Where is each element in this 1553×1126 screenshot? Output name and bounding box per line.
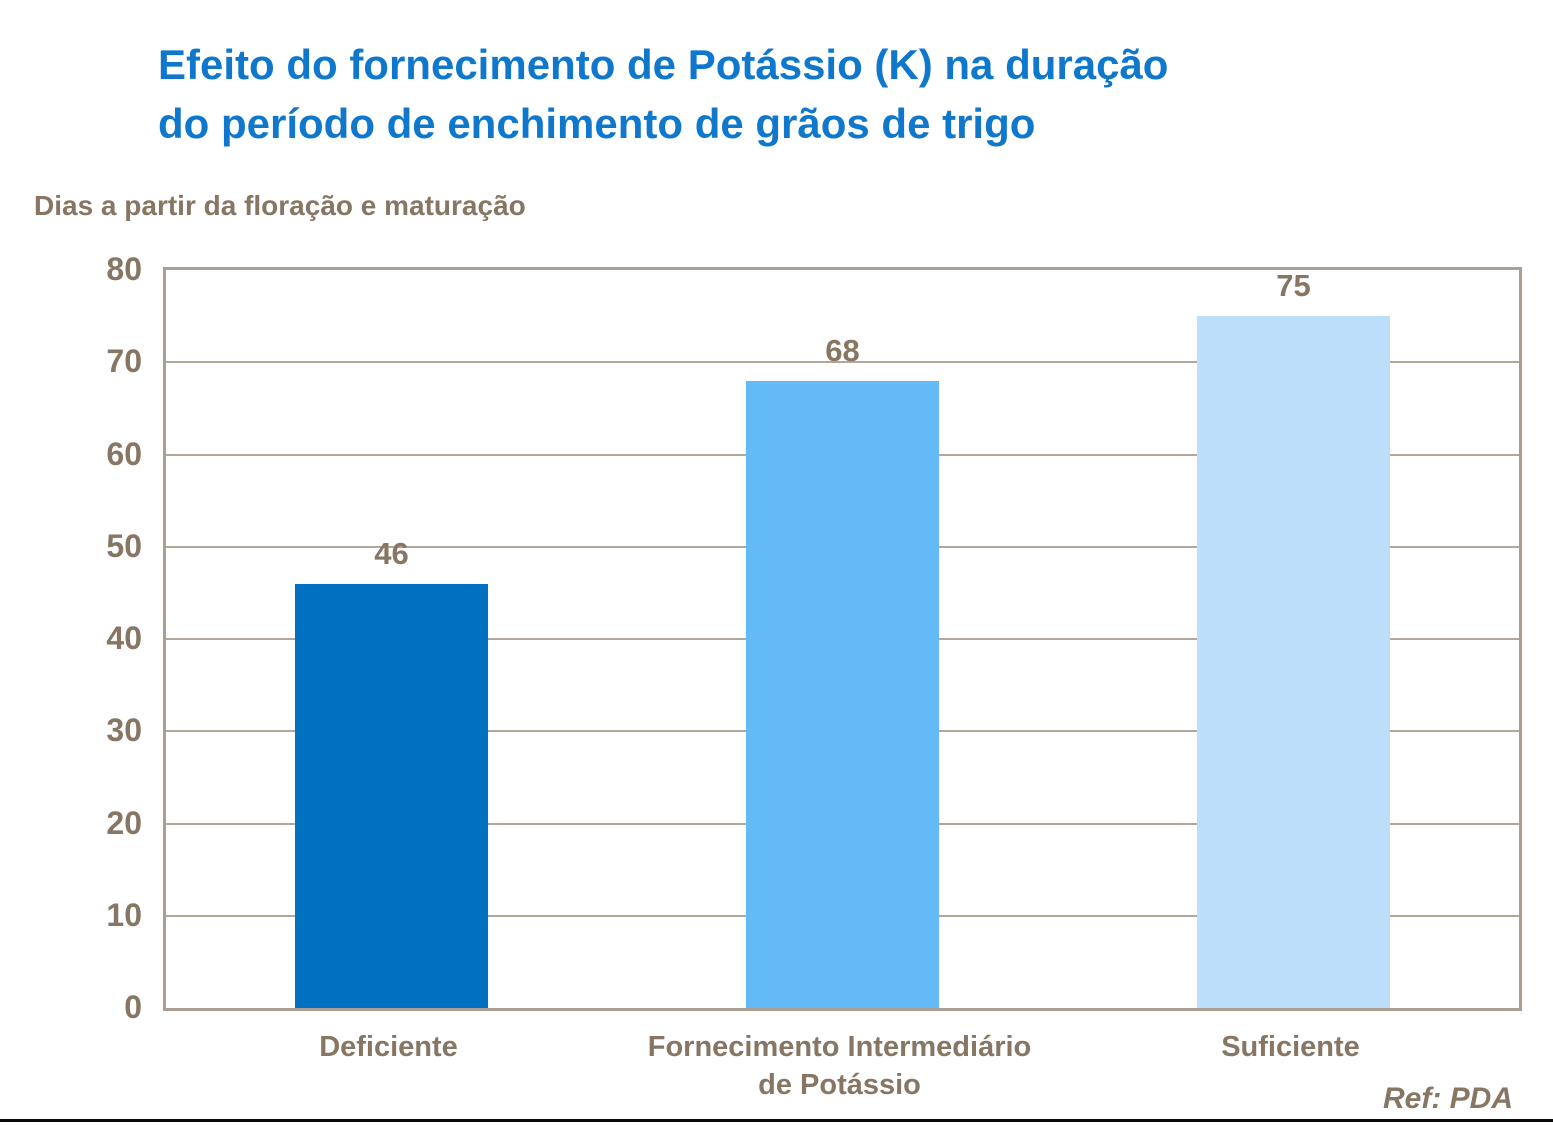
y-tick-label-80: 80 bbox=[106, 251, 142, 287]
bar-value-label-3: 75 bbox=[1276, 268, 1311, 304]
y-tick-label-20: 20 bbox=[106, 804, 142, 841]
y-axis-caption: Dias a partir da floração e maturação bbox=[34, 190, 526, 221]
gridline-70 bbox=[166, 361, 1519, 364]
bar-2 bbox=[746, 380, 939, 1008]
bar-1 bbox=[295, 583, 488, 1008]
y-tick-label-40: 40 bbox=[106, 620, 142, 656]
chart-title-line2: do período de enchimento de grãos de tri… bbox=[158, 99, 1036, 147]
y-tick-label-30: 30 bbox=[106, 712, 142, 749]
bar-3 bbox=[1197, 316, 1390, 1008]
chart-title-line1: Efeito do fornecimento de Potássio (K) n… bbox=[158, 41, 1169, 88]
bottom-divider-rule bbox=[0, 1119, 1553, 1122]
x-category-label-3: Suficiente bbox=[1221, 1031, 1360, 1063]
bar-value-label-1: 46 bbox=[374, 535, 409, 571]
reference-note: Ref: PDA bbox=[1382, 1082, 1513, 1115]
bar-value-label-2: 68 bbox=[825, 332, 860, 368]
y-tick-label-70: 70 bbox=[106, 343, 142, 380]
y-tick-label-60: 60 bbox=[106, 435, 142, 472]
plot-area: 46 68 75 bbox=[163, 267, 1522, 1011]
y-tick-label-10: 10 bbox=[106, 896, 142, 933]
x-category-label-2: Fornecimento Intermediário de Potássio bbox=[647, 1031, 1032, 1102]
y-tick-label-50: 50 bbox=[106, 527, 142, 564]
x-category-label-1: Deficiente bbox=[319, 1031, 458, 1063]
chart-title: Efeito do fornecimento de Potássio (K) n… bbox=[158, 36, 1168, 154]
y-tick-label-0: 0 bbox=[124, 989, 142, 1025]
